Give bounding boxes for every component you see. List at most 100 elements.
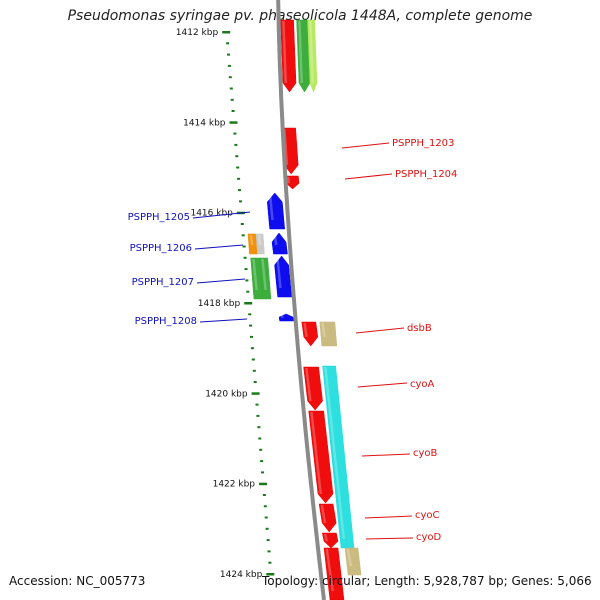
genome-backbone <box>276 0 326 600</box>
gene-feature-highlight <box>261 259 267 290</box>
gene-feature[interactable] <box>274 255 292 298</box>
minor-tick <box>226 42 230 45</box>
minor-tick <box>250 347 254 350</box>
gene-feature[interactable] <box>267 192 285 230</box>
gene-feature-highlight <box>286 177 291 184</box>
gene-label[interactable]: dsbB <box>407 323 432 334</box>
major-tick <box>244 302 253 305</box>
gene-feature[interactable] <box>308 410 334 504</box>
gene-label[interactable]: PSPPH_1207 <box>132 277 194 288</box>
gene-feature-highlight <box>276 257 282 288</box>
gene-feature-highlight <box>324 367 345 539</box>
gene-feature-highlight <box>309 21 314 83</box>
label-leader-line <box>194 244 244 250</box>
minor-tick <box>248 313 252 316</box>
gene-label[interactable]: cyoB <box>413 448 438 459</box>
minor-tick <box>239 200 242 203</box>
minor-tick <box>227 64 231 67</box>
gene-feature-highlight <box>273 234 278 245</box>
minor-tick <box>255 403 259 406</box>
label-leader-line <box>355 327 405 334</box>
gene-label[interactable]: PSPPH_1206 <box>130 243 192 254</box>
tick-label: 1412 kbp <box>176 28 219 38</box>
minor-tick <box>234 143 238 146</box>
label-leader-line <box>192 211 251 219</box>
minor-tick <box>243 256 247 259</box>
major-tick <box>266 573 275 576</box>
gene-label[interactable]: cyoA <box>410 379 435 390</box>
gene-feature[interactable] <box>278 313 294 322</box>
minor-tick <box>268 561 272 564</box>
gene-label[interactable]: PSPPH_1205 <box>128 212 190 223</box>
gene-feature-highlight <box>310 412 322 494</box>
minor-tick <box>236 166 240 169</box>
gene-feature-highlight <box>325 549 334 591</box>
gene-feature-highlight <box>282 21 287 83</box>
label-leader-line <box>196 278 246 284</box>
map-title: Pseudomonas syringae pv. phaseolicola 14… <box>67 8 533 24</box>
gene-feature[interactable] <box>255 233 265 255</box>
gene-feature[interactable] <box>321 532 339 549</box>
minor-tick <box>260 460 264 463</box>
accession-text: Accession: NC_005773 <box>9 574 146 588</box>
tick-label: 1422 kbp <box>213 480 256 490</box>
gene-feature[interactable] <box>319 321 338 347</box>
gene-feature[interactable] <box>271 232 288 255</box>
minor-tick <box>228 76 232 79</box>
gene-label[interactable]: PSPPH_1204 <box>395 169 457 180</box>
gene-feature-highlight <box>321 323 326 337</box>
gene-feature[interactable] <box>344 547 362 576</box>
gene-feature[interactable] <box>301 321 319 347</box>
minor-tick <box>258 437 262 440</box>
label-leader-line <box>199 318 248 323</box>
minor-tick <box>264 516 268 519</box>
gene-label[interactable]: PSPPH_1203 <box>392 138 454 149</box>
gene-feature-highlight <box>252 259 258 290</box>
gene-feature-highlight <box>320 505 327 523</box>
gene-feature-highlight <box>280 315 284 318</box>
gene-feature[interactable] <box>323 547 345 600</box>
minor-tick <box>266 539 270 542</box>
label-leader-line <box>364 515 413 519</box>
gene-feature[interactable] <box>303 366 323 411</box>
gene-feature[interactable] <box>296 19 311 93</box>
minor-ticks <box>226 42 272 564</box>
gene-feature[interactable] <box>259 257 272 300</box>
minor-tick <box>233 132 237 135</box>
minor-tick <box>249 324 253 327</box>
minor-tick <box>240 223 244 225</box>
minor-tick <box>229 87 233 90</box>
minor-tick <box>252 369 256 372</box>
major-tick <box>259 482 267 486</box>
minor-tick <box>245 279 249 282</box>
gene-feature[interactable] <box>280 19 297 93</box>
gene-feature[interactable] <box>307 19 318 93</box>
minor-tick <box>235 155 239 158</box>
features <box>247 19 362 600</box>
tick-label: 1424 kbp <box>220 570 263 580</box>
tick-label: 1414 kbp <box>183 118 226 128</box>
gene-feature[interactable] <box>318 503 337 533</box>
minor-tick <box>230 98 234 101</box>
minor-tick <box>251 358 255 361</box>
label-leader-line <box>357 382 408 388</box>
major-ticks: 1412 kbp 1414 kbp 1416 kbp 1418 kbp 1420 kbp… <box>176 28 275 580</box>
tick-label: 1418 kbp <box>198 299 241 309</box>
minor-tick <box>237 177 241 180</box>
minor-tick <box>231 110 235 112</box>
minor-tick <box>257 426 261 429</box>
gene-feature-highlight <box>268 194 274 220</box>
minor-tick <box>250 335 253 338</box>
major-tick <box>251 392 260 395</box>
major-tick <box>222 31 231 34</box>
minor-tick <box>246 290 250 293</box>
gene-label[interactable]: cyoC <box>415 510 440 521</box>
tick-label: 1420 kbp <box>205 389 248 399</box>
gene-feature-highlight <box>305 368 312 401</box>
gene-label[interactable]: cyoD <box>416 532 442 543</box>
gene-label[interactable]: PSPPH_1208 <box>135 316 197 327</box>
minor-tick <box>256 414 260 417</box>
gene-labels: PSPPH_1203 PSPPH_1204 PSPPH_1205 PSPPH_1206… <box>128 138 458 543</box>
label-leader-line <box>361 453 411 457</box>
